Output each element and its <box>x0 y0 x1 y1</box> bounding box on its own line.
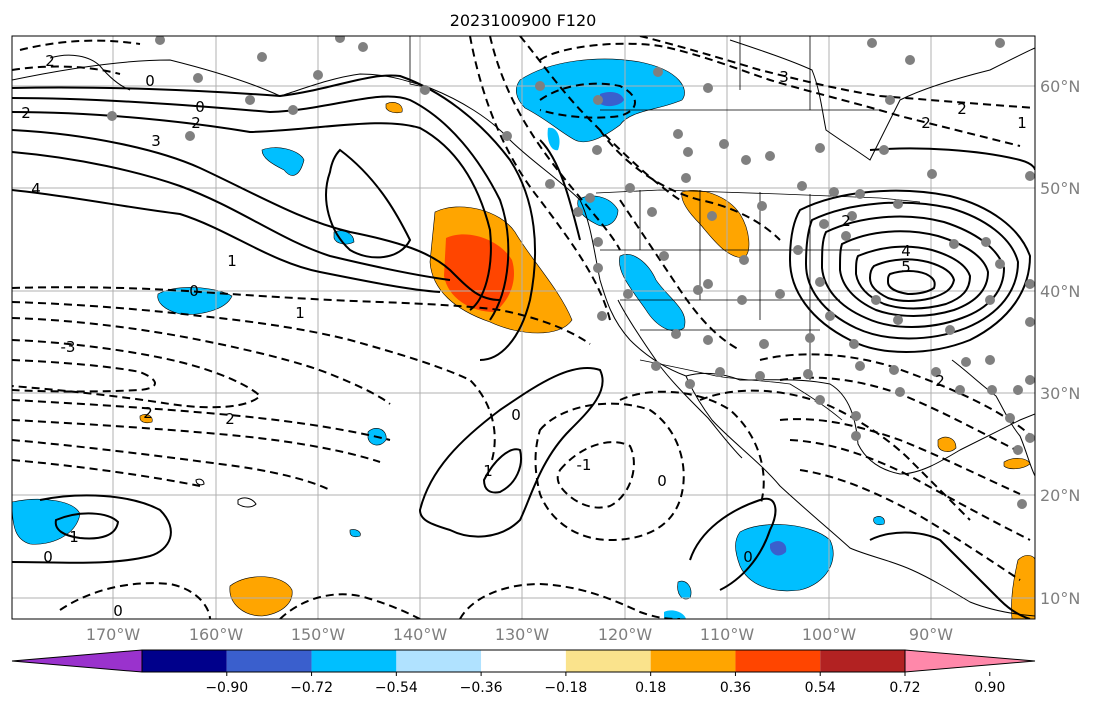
contour-label: 2 <box>841 212 851 230</box>
lat-label: 20°N <box>1040 486 1080 505</box>
lon-label: 170°W <box>86 625 141 644</box>
contour-label: 3 <box>779 68 789 86</box>
solid-contours <box>12 74 1035 619</box>
lon-label: 130°W <box>495 625 550 644</box>
lon-label: 90°W <box>909 625 953 644</box>
colorbar-tick-label: 0.18 <box>635 680 666 696</box>
contour-label: 0 <box>511 406 521 424</box>
lat-label: 40°N <box>1040 282 1080 301</box>
colorbar-segment <box>396 650 482 672</box>
colorbar-tick-label: 0.72 <box>889 680 920 696</box>
contour-label: 1 <box>1017 114 1027 132</box>
lon-label: 120°W <box>598 625 653 644</box>
contour-label: 2 <box>143 404 153 422</box>
contour-label: 0 <box>743 548 753 566</box>
lat-tick-labels: 60°N 50°N 40°N 30°N 20°N 10°N <box>1040 77 1080 608</box>
station-dots <box>107 36 1035 509</box>
colorbar-tick-label: −0.18 <box>544 680 587 696</box>
contour-label: 2 <box>191 114 201 132</box>
lat-label: 60°N <box>1040 77 1080 96</box>
colorbar <box>11 649 1036 673</box>
colorbar-segment <box>820 650 905 672</box>
colorbar-segment <box>481 650 566 672</box>
lon-label: 150°W <box>291 625 346 644</box>
contour-label: 1 <box>227 252 237 270</box>
lon-label: 140°W <box>393 625 448 644</box>
colorbar-frame <box>141 649 906 673</box>
lat-label: 50°N <box>1040 179 1080 198</box>
contour-label: 2 <box>21 104 31 122</box>
contour-label: 0 <box>113 602 123 620</box>
colorbar-segment <box>650 650 736 672</box>
colorbar-segment <box>142 650 227 672</box>
colorbar-segment <box>226 650 312 672</box>
colorbar-tick-label: 0.90 <box>974 680 1005 696</box>
contour-label: 1 <box>69 528 79 546</box>
contour-label: -3 <box>61 338 76 356</box>
colorbar-segment <box>311 650 397 672</box>
lon-tick-labels: 170°W 160°W 150°W 140°W 130°W 120°W 110°… <box>86 625 953 644</box>
contour-label: 0 <box>195 98 205 116</box>
colorbar-tick-labels: −0.90 −0.72 −0.54 −0.36 −0.18 0.18 0.36 0.54 0.7… <box>205 672 1005 696</box>
map-frame <box>11 35 1036 620</box>
lon-label: 100°W <box>802 625 857 644</box>
lon-label: 110°W <box>700 625 755 644</box>
contour-label: 2 <box>935 372 945 390</box>
contour-labels: 2 0 2 2 3 0 4 1 0 1 -3 2 2 0 1 1 0 -1 0 … <box>21 52 1027 620</box>
colorbar-tick-label: −0.36 <box>460 680 503 696</box>
contour-label: 0 <box>145 72 155 90</box>
contour-label: 3 <box>151 132 161 150</box>
colorbar-tick-label: −0.54 <box>375 680 418 696</box>
contour-label: 4 <box>31 180 41 198</box>
shaded-regions <box>12 58 1035 619</box>
contour-label: 2 <box>957 100 967 118</box>
map-title: 2023100900 F120 <box>450 11 597 30</box>
contour-label: 0 <box>43 548 53 566</box>
lat-label: 30°N <box>1040 384 1080 403</box>
colorbar-tick-label: −0.72 <box>290 680 333 696</box>
colorbar-tick-label: 0.36 <box>720 680 751 696</box>
contour-label: -1 <box>577 456 592 474</box>
contour-label: 5 <box>901 258 911 276</box>
contour-label: 0 <box>189 282 199 300</box>
lat-label: 10°N <box>1040 589 1080 608</box>
lon-label: 160°W <box>189 625 244 644</box>
colorbar-extend-high <box>904 649 1036 673</box>
dashed-contours <box>12 36 1035 619</box>
colorbar-tick-label: −0.90 <box>205 680 248 696</box>
contour-label: 2 <box>921 114 931 132</box>
colorbar-extend-low <box>11 649 143 673</box>
colorbar-segment <box>565 650 651 672</box>
contour-label: 2 <box>45 52 55 70</box>
contour-label: 0 <box>657 472 667 490</box>
colorbar-segment <box>735 650 821 672</box>
contour-label: 1 <box>295 304 305 322</box>
contour-label: 4 <box>901 242 911 260</box>
colorbar-tick-label: 0.54 <box>805 680 836 696</box>
contour-label: 1 <box>483 462 493 480</box>
contour-label: 2 <box>225 410 235 428</box>
